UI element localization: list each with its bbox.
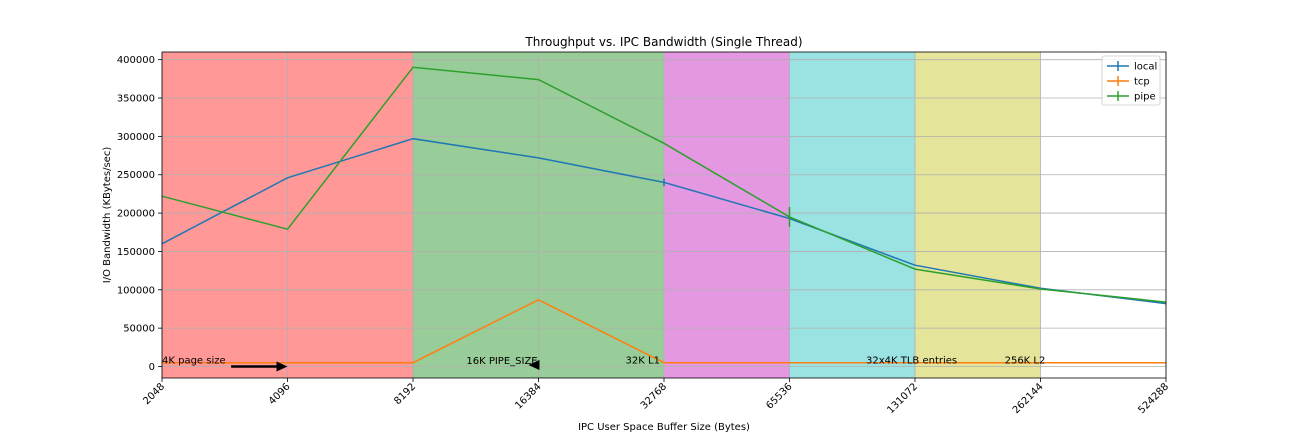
x-tick-label-7: 262144 [1011, 381, 1046, 416]
legend-box [1101, 55, 1161, 106]
legend-label-local: local [1134, 62, 1157, 73]
data-series [161, 66, 1167, 364]
y-tick-label-2: 100000 [117, 285, 155, 296]
x-tick-label-2: 8192 [392, 381, 418, 407]
arrow-head-1 [528, 359, 540, 370]
y-tick-label-3: 150000 [117, 247, 155, 258]
region-band-2 [664, 52, 790, 378]
region-band-4 [915, 52, 1041, 378]
annotation-0: 4K page size [162, 355, 226, 366]
y-tick-label-1: 50000 [123, 324, 155, 335]
x-tick-label-8: 524288 [1136, 381, 1171, 416]
annotation-1: 16K PIPE_SIZE [466, 356, 537, 367]
arrow-head-0 [276, 361, 288, 372]
legend-label-tcp: tcp [1134, 77, 1150, 88]
y-axis-label: I/O Bandwidth (KBytes/sec) [102, 147, 113, 284]
grid-lines [161, 52, 1167, 378]
y-tick-label-5: 250000 [117, 170, 155, 181]
y-tick-label-6: 300000 [117, 132, 155, 143]
x-tick-label-1: 4096 [267, 381, 293, 407]
x-tick-label-5: 65536 [764, 381, 794, 411]
x-tick-label-6: 131072 [885, 381, 920, 416]
chart-title: Throughput vs. IPC Bandwidth (Single Thr… [524, 35, 802, 49]
series-line-pipe [161, 66, 1167, 303]
region-band-3 [789, 52, 915, 378]
x-tick-label-4: 32768 [639, 381, 669, 411]
y-tick-label-0: 0 [149, 362, 155, 373]
y-tick-label-7: 350000 [117, 94, 155, 105]
x-axis-label: IPC User Space Buffer Size (Bytes) [578, 422, 750, 432]
legend-label-pipe: pipe [1134, 92, 1156, 103]
x-tick-label-3: 16384 [513, 381, 543, 411]
annotations: 4K page size 16K PIPE_SIZE 32K L1 32x4K TLB… [162, 355, 1046, 372]
x-tick-label-0: 2048 [141, 381, 167, 407]
annotation-4: 256K L2 [1005, 355, 1046, 366]
annotation-3: 32x4K TLB entries [866, 355, 957, 366]
buffer-size-regions [162, 52, 1041, 378]
y-tick-label-8: 400000 [117, 55, 155, 66]
series-line-tcp [162, 298, 1166, 364]
y-tick-label-4: 200000 [117, 209, 155, 220]
legend: local tcp pipe [1101, 55, 1161, 106]
annotation-2: 32K L1 [626, 355, 660, 366]
